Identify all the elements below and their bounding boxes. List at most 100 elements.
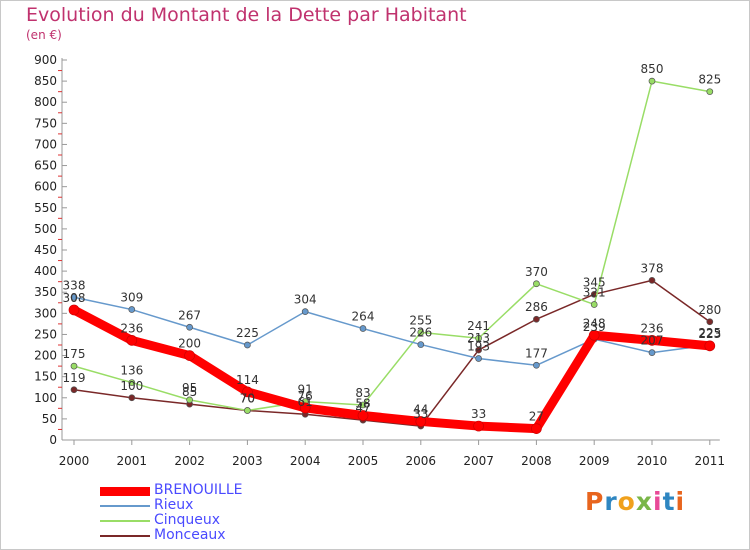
- data-label: 119: [63, 371, 86, 385]
- data-label: 825: [698, 73, 721, 87]
- data-point: [533, 315, 540, 323]
- legend-label: Cinqueux: [154, 512, 221, 528]
- x-tick-label: 2010: [637, 454, 668, 468]
- data-label: 370: [525, 265, 548, 279]
- data-point: [357, 410, 369, 421]
- data-label: 223: [698, 327, 721, 341]
- data-label: 321: [583, 285, 606, 299]
- data-point: [533, 280, 540, 288]
- data-label: 225: [236, 326, 259, 340]
- data-point: [359, 401, 367, 409]
- data-label: 255: [409, 313, 432, 327]
- y-tick-label: 350: [34, 285, 57, 299]
- legend-swatch: [100, 520, 150, 522]
- series-line-cinqueux: [73, 80, 711, 412]
- data-point: [301, 308, 309, 315]
- data-point: [128, 379, 136, 386]
- legend-label: BRENOUILLE: [154, 482, 243, 498]
- data-label: 304: [294, 293, 317, 307]
- legend-swatch: [100, 535, 150, 537]
- x-tick-label: 2006: [406, 454, 437, 468]
- data-label: 58: [355, 397, 370, 411]
- data-label: 338: [63, 278, 86, 292]
- logo-letter: r: [604, 487, 618, 516]
- x-tick-label: 2000: [59, 454, 90, 468]
- x-tick-label: 2001: [117, 454, 148, 468]
- data-point: [126, 335, 138, 346]
- data-point: [186, 323, 193, 331]
- x-tick-label: 2009: [579, 454, 610, 468]
- data-label: 280: [698, 303, 721, 317]
- data-label: 70: [240, 391, 255, 405]
- data-label: 225: [698, 326, 721, 340]
- data-label: 27: [529, 410, 544, 424]
- data-point: [244, 407, 251, 414]
- y-tick-label: 250: [34, 327, 57, 341]
- data-point: [68, 304, 80, 316]
- data-label: 236: [641, 321, 664, 335]
- data-point: [70, 293, 78, 301]
- legend-swatch: [100, 505, 150, 507]
- y-tick-label: 850: [34, 74, 57, 88]
- logo-letter: x: [635, 487, 653, 516]
- data-point: [590, 301, 598, 308]
- data-point: [475, 346, 482, 354]
- data-point: [473, 420, 484, 432]
- data-point: [417, 328, 425, 336]
- data-label: 193: [467, 340, 490, 354]
- data-point: [299, 402, 311, 414]
- y-tick-label: 750: [34, 116, 57, 130]
- data-label: 114: [236, 373, 259, 387]
- y-tick-label: 300: [34, 306, 57, 320]
- y-tick-label: 700: [34, 137, 57, 151]
- y-tick-label: 900: [34, 53, 57, 67]
- data-label: 378: [641, 261, 664, 275]
- data-label: 76: [298, 389, 313, 403]
- y-tick-label: 200: [34, 349, 57, 363]
- data-label: 33: [471, 407, 486, 421]
- y-tick-label: 650: [34, 159, 57, 173]
- data-label: 33: [413, 407, 428, 421]
- y-tick-label: 0: [49, 433, 57, 447]
- data-label: 136: [120, 364, 143, 378]
- data-point: [186, 396, 193, 404]
- data-point: [415, 416, 427, 427]
- data-label: 308: [63, 291, 86, 305]
- data-label: 200: [178, 337, 201, 351]
- y-tick-label: 500: [34, 222, 57, 236]
- data-label: 286: [525, 300, 548, 314]
- data-label: 44: [413, 402, 428, 416]
- data-point: [128, 306, 136, 313]
- x-tick-label: 2003: [232, 454, 263, 468]
- logo-letter: P: [585, 487, 605, 516]
- data-label: 239: [583, 320, 606, 334]
- data-label: 207: [641, 334, 664, 348]
- data-point: [475, 355, 482, 362]
- chart-subtitle: (en €): [26, 28, 62, 42]
- y-tick-label: 450: [34, 243, 57, 257]
- y-tick-label: 400: [34, 264, 57, 278]
- data-label: 61: [298, 395, 313, 409]
- data-label: 264: [352, 310, 375, 324]
- data-point: [648, 77, 656, 85]
- x-tick-label: 2008: [521, 454, 552, 468]
- logo-letter: o: [617, 487, 636, 516]
- data-point: [244, 341, 251, 349]
- data-label: 83: [355, 386, 370, 400]
- data-point: [531, 423, 542, 434]
- data-label: 100: [120, 379, 143, 393]
- data-label: 226: [409, 326, 432, 340]
- data-point: [70, 386, 78, 394]
- data-point: [648, 277, 656, 284]
- chart-title: Evolution du Montant de la Dette par Hab…: [26, 4, 467, 26]
- data-label: 267: [178, 308, 201, 322]
- y-tick-label: 50: [42, 412, 57, 426]
- data-label: 236: [120, 321, 143, 335]
- data-label: 95: [182, 381, 197, 395]
- data-point: [70, 362, 78, 370]
- data-label: 850: [641, 62, 664, 76]
- legend-label: Monceaux: [154, 527, 226, 543]
- data-point: [417, 341, 425, 348]
- x-tick-label: 2005: [348, 454, 379, 468]
